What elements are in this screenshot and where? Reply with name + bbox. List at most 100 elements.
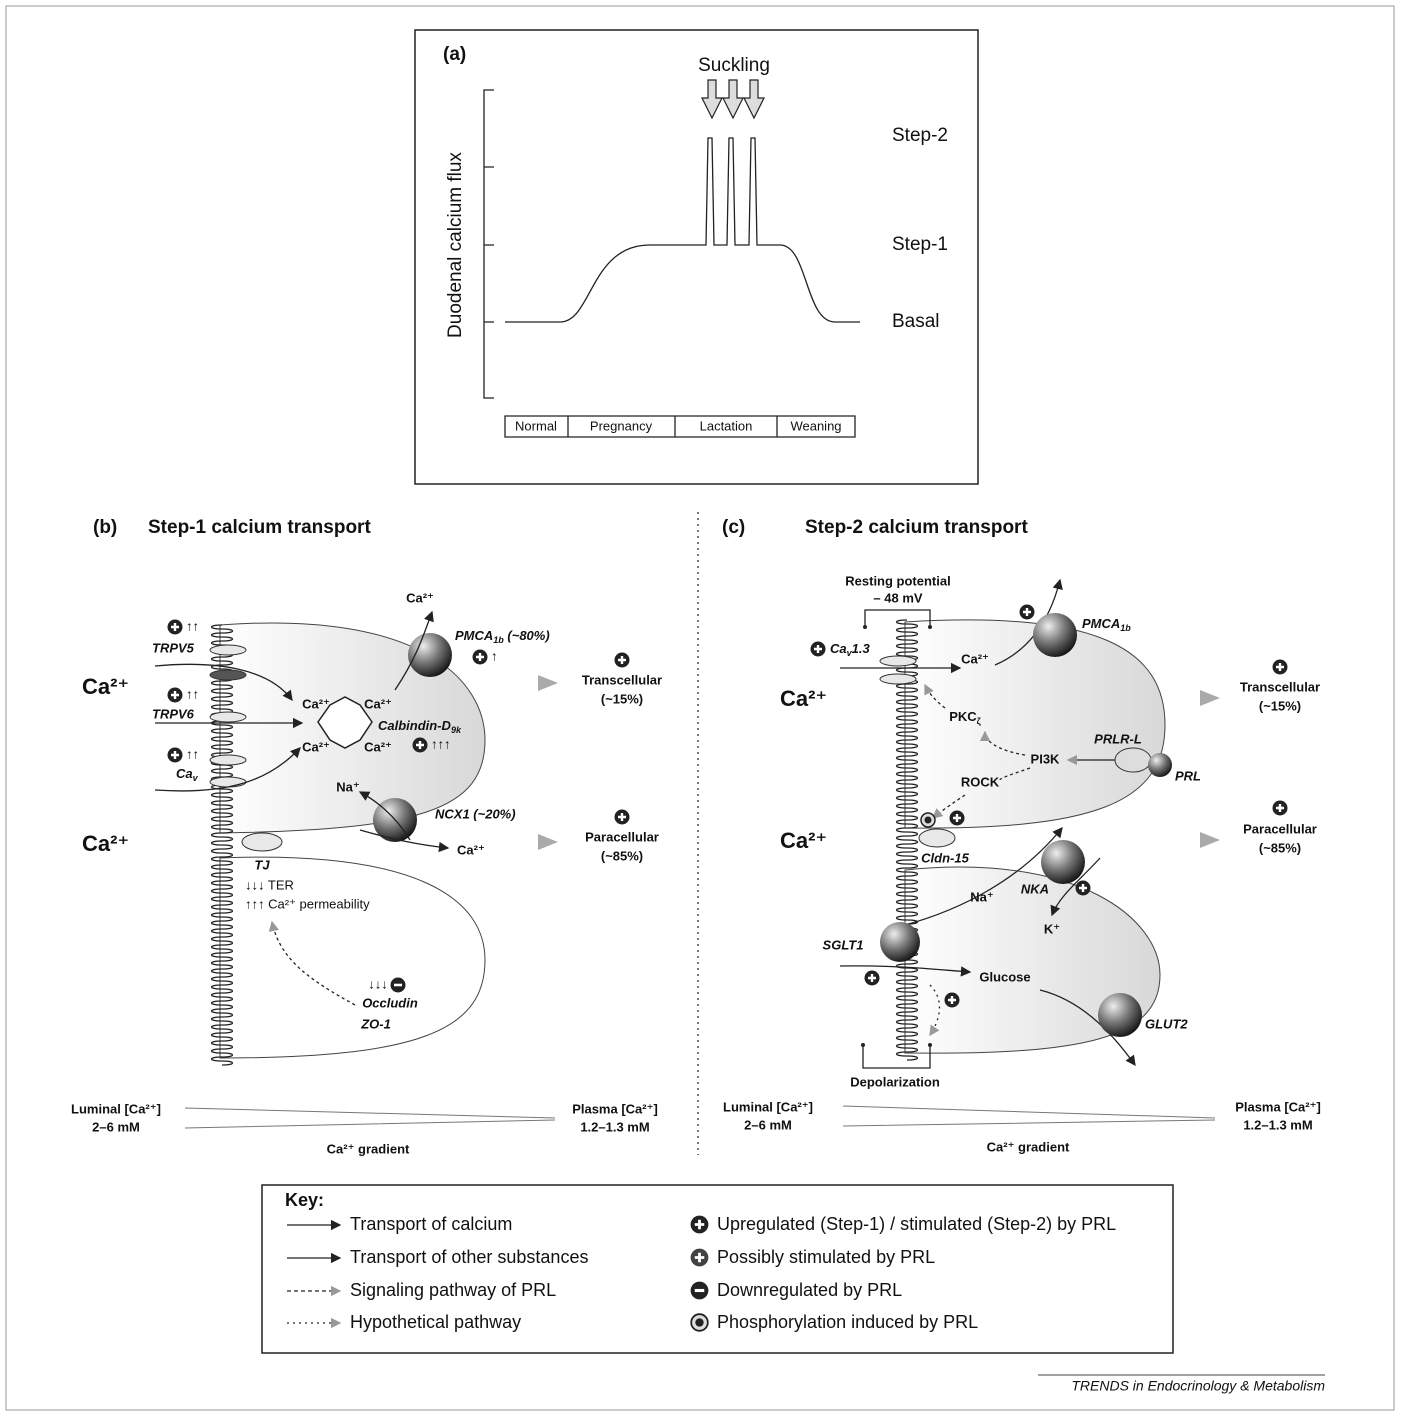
kinase-label: PKCζ (949, 709, 981, 726)
plus-symbol (615, 653, 630, 668)
plus-symbol (950, 811, 965, 826)
calbindin-label: Calbindin-D9k (378, 718, 462, 735)
plus-symbol (811, 642, 826, 657)
gradient-label: Ca²⁺ gradient (987, 1139, 1070, 1154)
key-label: Phosphorylation induced by PRL (717, 1312, 978, 1332)
pump-label: NCX1 (~20%) (435, 806, 516, 821)
ion-label: Ca²⁺ (780, 686, 827, 711)
ion-label: Ca²⁺ (82, 674, 129, 699)
minus-symbol (691, 1282, 709, 1300)
arrowhead (538, 834, 558, 850)
route-label: (~85%) (1259, 840, 1301, 855)
protein-label: ZO-1 (360, 1016, 391, 1031)
key-label: Possibly stimulated by PRL (717, 1247, 935, 1267)
key-label: Transport of calcium (350, 1214, 512, 1234)
arrowhead (1200, 690, 1220, 706)
arrowhead (1200, 832, 1220, 848)
pump-label: NKA (1021, 881, 1049, 896)
panel-title: Step-1 calcium transport (148, 517, 371, 538)
ion-label: Ca²⁺ (364, 696, 392, 711)
arrowhead (538, 675, 558, 691)
electrode (863, 625, 867, 629)
phase-label: Normal (515, 418, 557, 433)
pmca-pump (1033, 613, 1077, 657)
suckling-arrows (702, 80, 764, 118)
ion-label: Na⁺ (970, 889, 993, 904)
panel-a: (a) Duodenal calcium flux Suckling Step-… (415, 30, 978, 484)
ion-label: Ca²⁺ (302, 739, 330, 754)
luminal-label: 2–6 mM (92, 1119, 140, 1134)
plus-symbol (1273, 660, 1288, 675)
receptor (1115, 748, 1151, 772)
plus-symbol (413, 738, 428, 753)
plus-symbol (168, 748, 183, 763)
prl-ligand (1148, 753, 1172, 777)
panel-label: (b) (93, 517, 117, 538)
gradient-label: Ca²⁺ gradient (327, 1141, 410, 1156)
ion-label: Ca²⁺ (457, 842, 485, 857)
sglt1 (880, 922, 920, 962)
substance-label: Glucose (979, 969, 1030, 984)
plus-symbol (691, 1249, 709, 1267)
level-label: Step-1 (892, 234, 948, 255)
pump-label: PMCA1b (~80%) (455, 628, 550, 645)
ion-label: Ca²⁺ (961, 651, 989, 666)
plus-symbol (865, 971, 880, 986)
ligand-label: PRL (1175, 768, 1201, 783)
panel-c: (c) Step-2 calcium transport Ca²⁺ Ca²⁺ R… (722, 517, 1321, 1154)
plasma-label: 1.2–1.3 mM (1243, 1117, 1312, 1132)
panel-label: (c) (722, 517, 745, 538)
key-label: Transport of other substances (350, 1247, 588, 1267)
level-label: Basal (892, 311, 940, 332)
change: ↑↑ (186, 686, 199, 701)
tight-junction (242, 833, 282, 851)
ion-label: Ca²⁺ (780, 828, 827, 853)
electrode (928, 625, 932, 629)
key-label: Signaling pathway of PRL (350, 1280, 556, 1300)
change: ↑ (491, 648, 498, 663)
depolarization-label: Depolarization (850, 1074, 940, 1089)
plasma-label: 1.2–1.3 mM (580, 1119, 649, 1134)
receptor-label: PRLR-L (1094, 731, 1142, 746)
route-label: (~15%) (601, 691, 643, 706)
key-label: Hypothetical pathway (350, 1312, 521, 1332)
luminal-label: Luminal [Ca²⁺] (723, 1099, 813, 1114)
key-title: Key: (285, 1190, 324, 1210)
plasma-label: Plasma [Ca²⁺] (1235, 1099, 1321, 1114)
panel-b: (b) Step-1 calcium transport Ca²⁺ Ca²⁺ ↑… (71, 517, 662, 1156)
plus-symbol (168, 688, 183, 703)
tj-label: TJ (254, 857, 270, 872)
plus-symbol (1273, 801, 1288, 816)
ion-label: K⁺ (1044, 921, 1060, 936)
effect-label: ↑↑↑ Ca²⁺ permeability (245, 896, 370, 911)
panel-title: Step-2 calcium transport (805, 517, 1028, 538)
minus-symbol (391, 978, 406, 993)
plus-symbol (168, 620, 183, 635)
plus-symbol (615, 810, 630, 825)
channel-label: Cav1.3 (830, 641, 870, 658)
route-label: Paracellular (1243, 821, 1317, 836)
change: ↑↑↑ (431, 736, 451, 751)
electrode (928, 1043, 932, 1047)
gradient-lines (185, 1108, 555, 1128)
resting-label: Resting potential (845, 573, 950, 588)
level-label: Step-2 (892, 125, 948, 146)
channel-label: Cav (176, 766, 199, 783)
phase-label: Weaning (790, 418, 841, 433)
luminal-label: 2–6 mM (744, 1117, 792, 1132)
figure: (a) Duodenal calcium flux Suckling Step-… (0, 0, 1402, 1418)
resting-label: – 48 mV (873, 590, 922, 605)
route-label: (~15%) (1259, 698, 1301, 713)
kinase-label: ROCK (961, 774, 1000, 789)
plasma-label: Plasma [Ca²⁺] (572, 1101, 658, 1116)
channel (880, 656, 916, 666)
ion-label: Ca²⁺ (406, 590, 434, 605)
plus-symbol (1020, 605, 1035, 620)
plus-symbol (473, 650, 488, 665)
transporter-label: GLUT2 (1145, 1016, 1188, 1031)
key-label: Upregulated (Step-1) / stimulated (Step-… (717, 1214, 1116, 1234)
electrode (861, 1043, 865, 1047)
phosphorylation-symbol (921, 813, 935, 827)
glut2 (1098, 993, 1142, 1037)
channel-label: TRPV6 (152, 706, 195, 721)
